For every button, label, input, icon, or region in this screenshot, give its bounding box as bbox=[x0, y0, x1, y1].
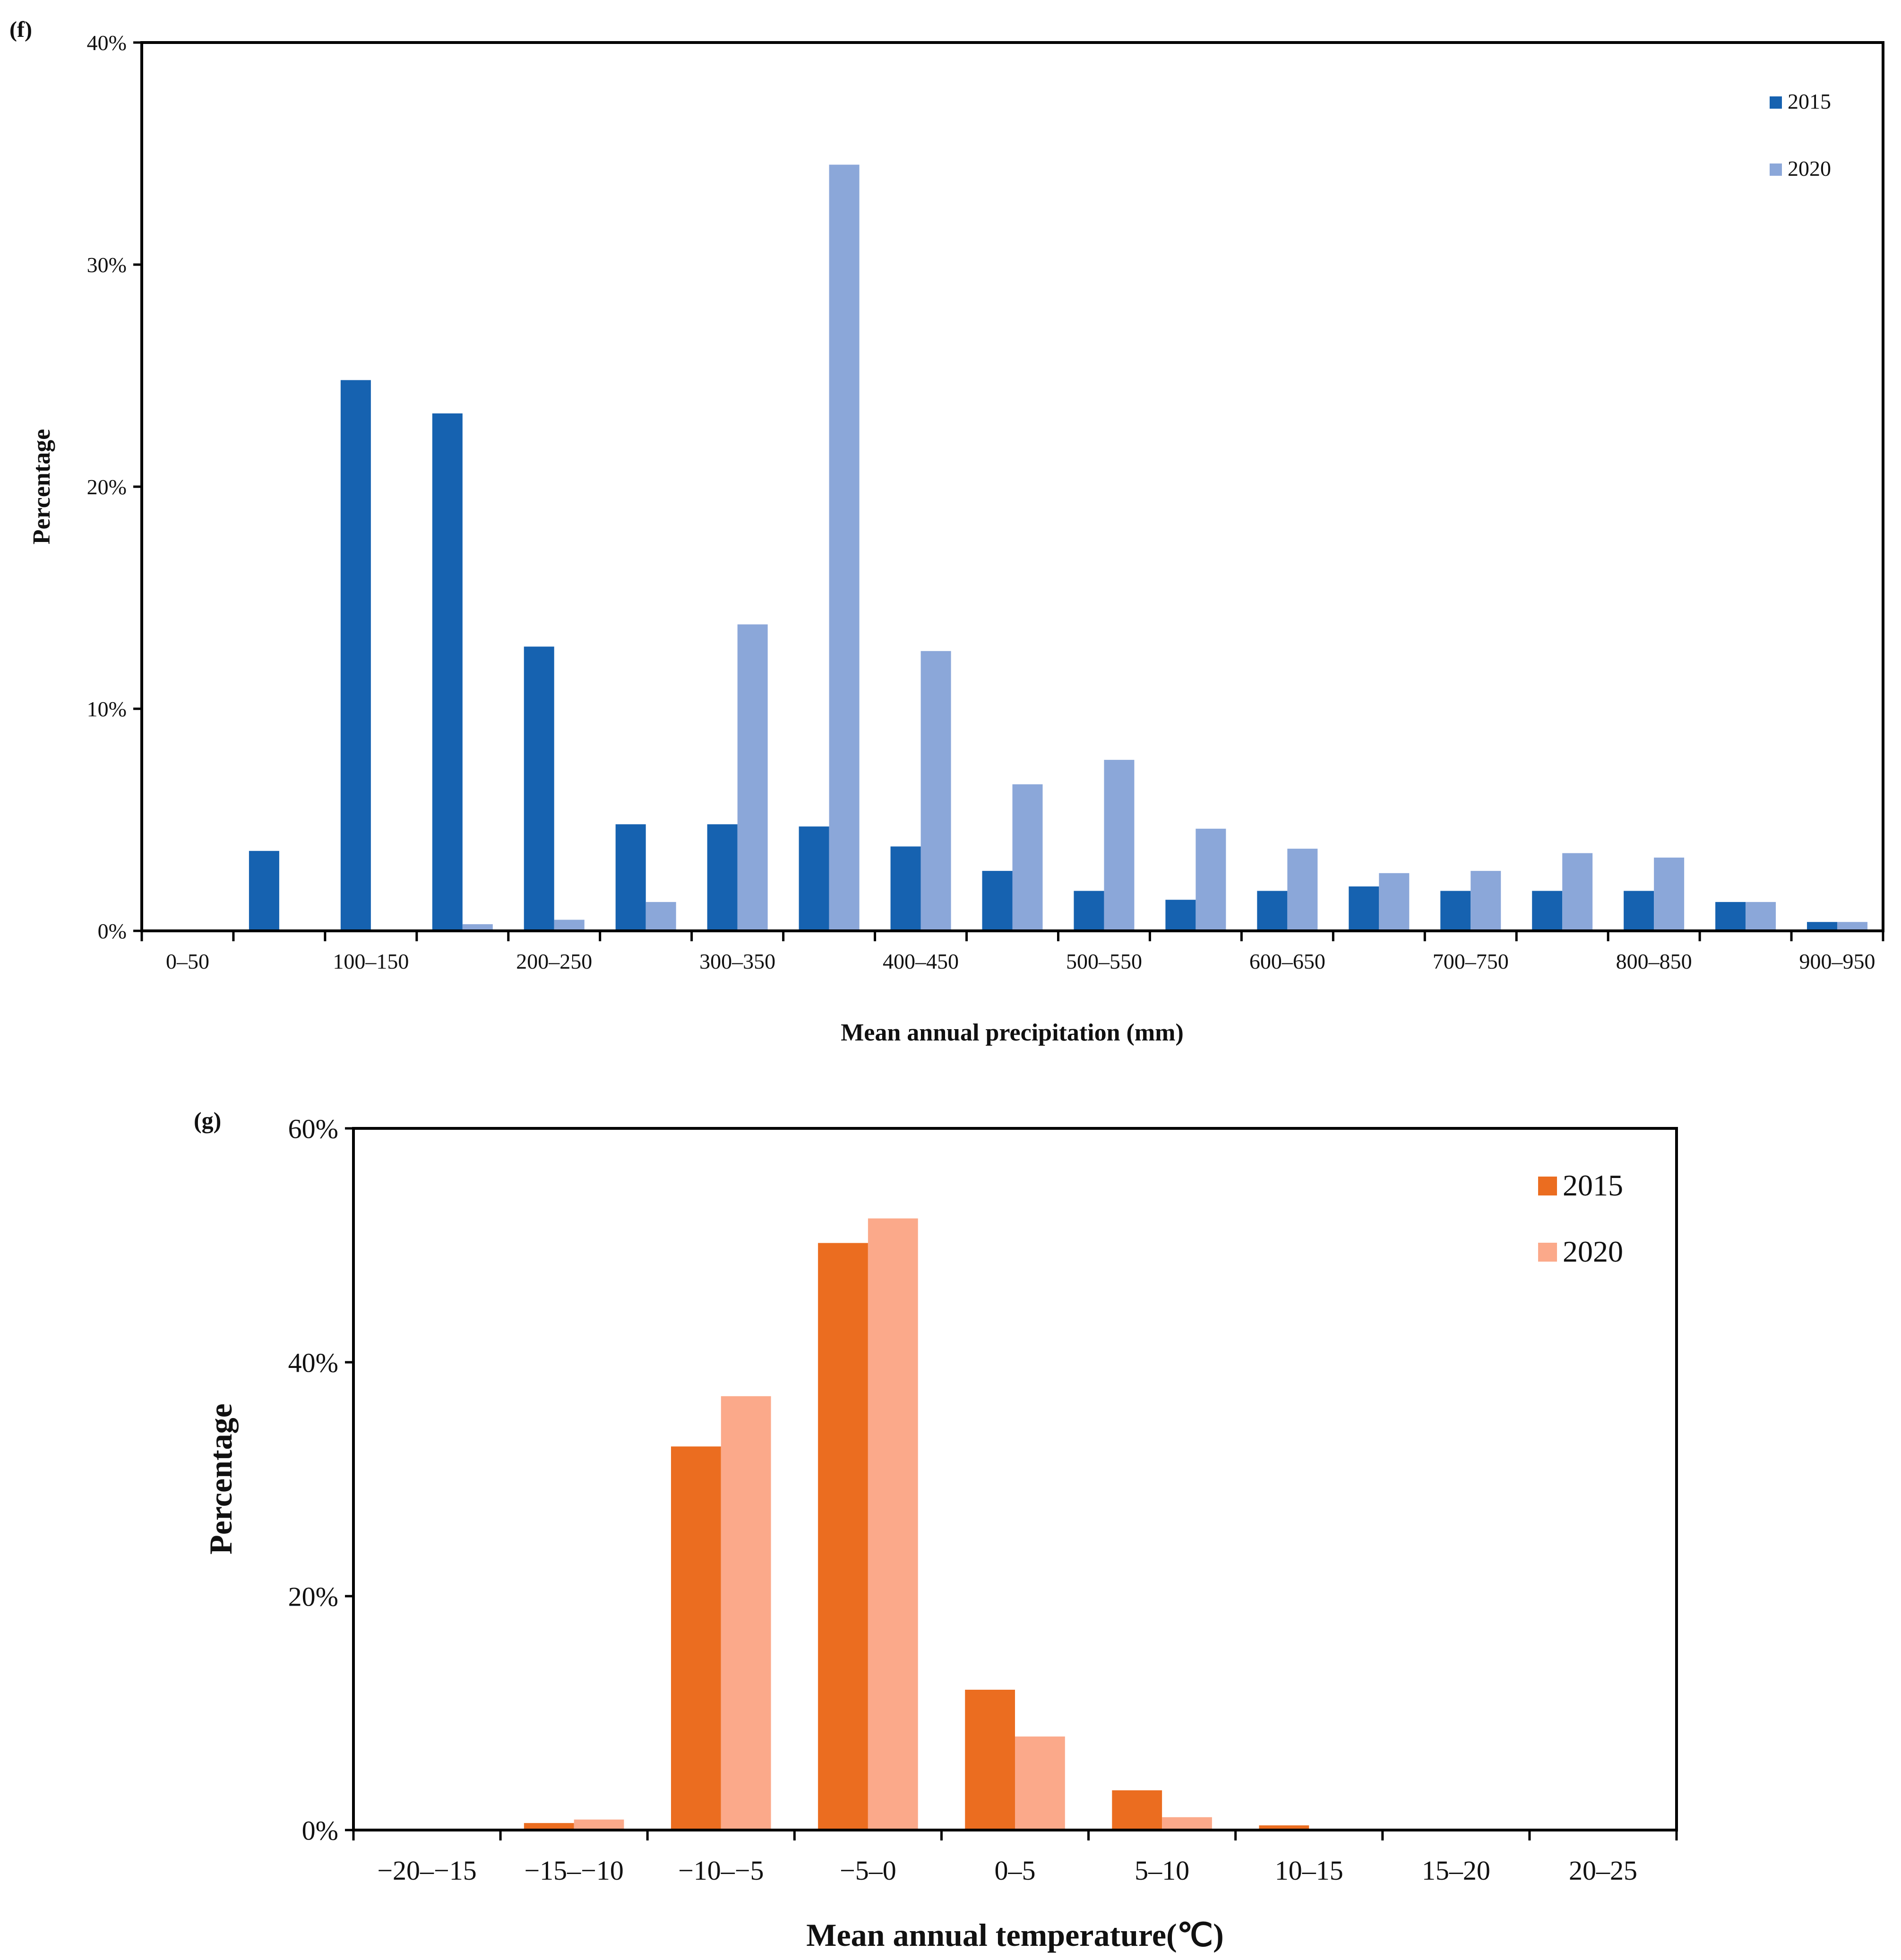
bar-2020 bbox=[1746, 902, 1776, 931]
x-tick-label: 0–5 bbox=[995, 1855, 1036, 1886]
legend-swatch bbox=[1770, 163, 1782, 176]
bar-2020 bbox=[1471, 871, 1501, 931]
x-tick-label: −20–−15 bbox=[377, 1855, 476, 1886]
bar-2015 bbox=[799, 826, 829, 931]
bar-2015 bbox=[1165, 900, 1196, 931]
x-tick-label: 100–150 bbox=[333, 949, 409, 973]
plot-frame bbox=[352, 1127, 1678, 1831]
legend-swatch bbox=[1538, 1243, 1557, 1262]
x-axis-label: Mean annual precipitation (mm) bbox=[841, 1019, 1184, 1046]
x-axis-label: Mean annual temperature(℃) bbox=[806, 1917, 1223, 1953]
bar-2020 bbox=[462, 924, 493, 931]
bar-2015 bbox=[982, 871, 1013, 931]
y-tick-label: 20% bbox=[87, 475, 127, 499]
x-tick-label: 800–850 bbox=[1616, 949, 1692, 973]
bar-2020 bbox=[645, 902, 676, 931]
y-tick-label: 40% bbox=[288, 1347, 338, 1378]
bar-2020 bbox=[721, 1396, 771, 1830]
bar-2015 bbox=[1349, 886, 1379, 931]
x-tick-label: −10–−5 bbox=[678, 1855, 764, 1886]
x-tick-label: 15–20 bbox=[1422, 1855, 1490, 1886]
bar-2020 bbox=[554, 920, 585, 931]
chart-precipitation: (f) 0% 10% 20% 30% 40% 0–50 100–150 200–250 300–… bbox=[9, 17, 1884, 1046]
x-tick-label: 500–550 bbox=[1066, 949, 1142, 973]
bar-2015 bbox=[818, 1243, 868, 1830]
y-axis-label: Percentage bbox=[203, 1403, 239, 1555]
legend-label: 2015 bbox=[1563, 1169, 1623, 1202]
legend: 2015 2020 bbox=[1538, 1169, 1623, 1268]
x-tick-label: 600–650 bbox=[1249, 949, 1325, 973]
y-tick-label: 20% bbox=[288, 1581, 338, 1612]
bar-2015 bbox=[1440, 891, 1471, 931]
bar-2015 bbox=[1807, 922, 1838, 931]
x-tick-label: −15–−10 bbox=[524, 1855, 623, 1886]
bar-2020 bbox=[1562, 853, 1593, 931]
y-tick-label: 0% bbox=[302, 1815, 338, 1846]
x-tick-label: 200–250 bbox=[516, 949, 592, 973]
legend-label: 2020 bbox=[1563, 1235, 1623, 1268]
x-tick-label: 5–10 bbox=[1135, 1855, 1189, 1886]
x-tick-label: 0–50 bbox=[166, 949, 209, 973]
bar-2020 bbox=[1104, 760, 1135, 931]
bar-2020 bbox=[829, 164, 860, 931]
legend: 2015 2020 bbox=[1770, 89, 1831, 181]
chart-temperature: (g) 0% 20% 40% 60% −20–−15 −15–−10 −10–−5 −5–0 0… bbox=[194, 1107, 1678, 1953]
bar-2015 bbox=[890, 846, 921, 931]
bar-2015 bbox=[1112, 1790, 1162, 1830]
bar-2015 bbox=[615, 824, 646, 931]
bar-2015 bbox=[1624, 891, 1654, 931]
legend-label: 2020 bbox=[1788, 156, 1831, 181]
y-tick-label: 30% bbox=[87, 253, 127, 277]
bar-2020 bbox=[1287, 849, 1318, 931]
y-axis-label: Percentage bbox=[28, 429, 55, 544]
x-tick-label: −5–0 bbox=[840, 1855, 896, 1886]
panel-label: (f) bbox=[9, 17, 32, 42]
bar-2015 bbox=[707, 824, 738, 931]
bar-2015 bbox=[524, 1823, 574, 1830]
bar-2015 bbox=[1532, 891, 1563, 931]
bar-2015 bbox=[671, 1446, 721, 1830]
bar-2020 bbox=[737, 624, 768, 931]
bar-2015 bbox=[340, 380, 371, 931]
x-tick-label: 900–950 bbox=[1799, 949, 1875, 973]
y-tick-label: 60% bbox=[288, 1113, 338, 1144]
bar-2020 bbox=[920, 651, 951, 931]
bar-2015 bbox=[1257, 891, 1288, 931]
legend-swatch bbox=[1538, 1177, 1557, 1195]
x-tick-label: 300–350 bbox=[699, 949, 775, 973]
x-tick-label: 20–25 bbox=[1569, 1855, 1637, 1886]
legend-label: 2015 bbox=[1788, 89, 1831, 113]
bar-2015 bbox=[432, 413, 463, 931]
bar-2020 bbox=[1015, 1736, 1065, 1830]
y-tick-label: 10% bbox=[87, 697, 127, 721]
bar-2015 bbox=[1259, 1825, 1309, 1830]
bar-2020 bbox=[868, 1218, 918, 1830]
y-tick-label: 0% bbox=[98, 919, 127, 943]
bar-2015 bbox=[249, 851, 279, 931]
bar-2015 bbox=[1715, 902, 1746, 931]
x-tick-label: 400–450 bbox=[883, 949, 959, 973]
x-tick-label: 10–15 bbox=[1275, 1855, 1343, 1886]
bar-2015 bbox=[524, 646, 554, 931]
y-tick-label: 40% bbox=[87, 31, 127, 55]
bar-2015 bbox=[965, 1690, 1015, 1830]
bar-2020 bbox=[1196, 828, 1226, 931]
bar-2020 bbox=[574, 1819, 624, 1830]
bar-2015 bbox=[1074, 891, 1104, 931]
bar-2020 bbox=[1379, 873, 1410, 931]
x-tick-label: 700–750 bbox=[1433, 949, 1509, 973]
bar-2020 bbox=[1837, 922, 1868, 931]
bar-2020 bbox=[1654, 857, 1685, 931]
bar-2020 bbox=[1162, 1817, 1212, 1830]
panel-label: (g) bbox=[194, 1107, 221, 1134]
bar-2020 bbox=[1012, 784, 1043, 931]
legend-swatch bbox=[1770, 96, 1782, 109]
